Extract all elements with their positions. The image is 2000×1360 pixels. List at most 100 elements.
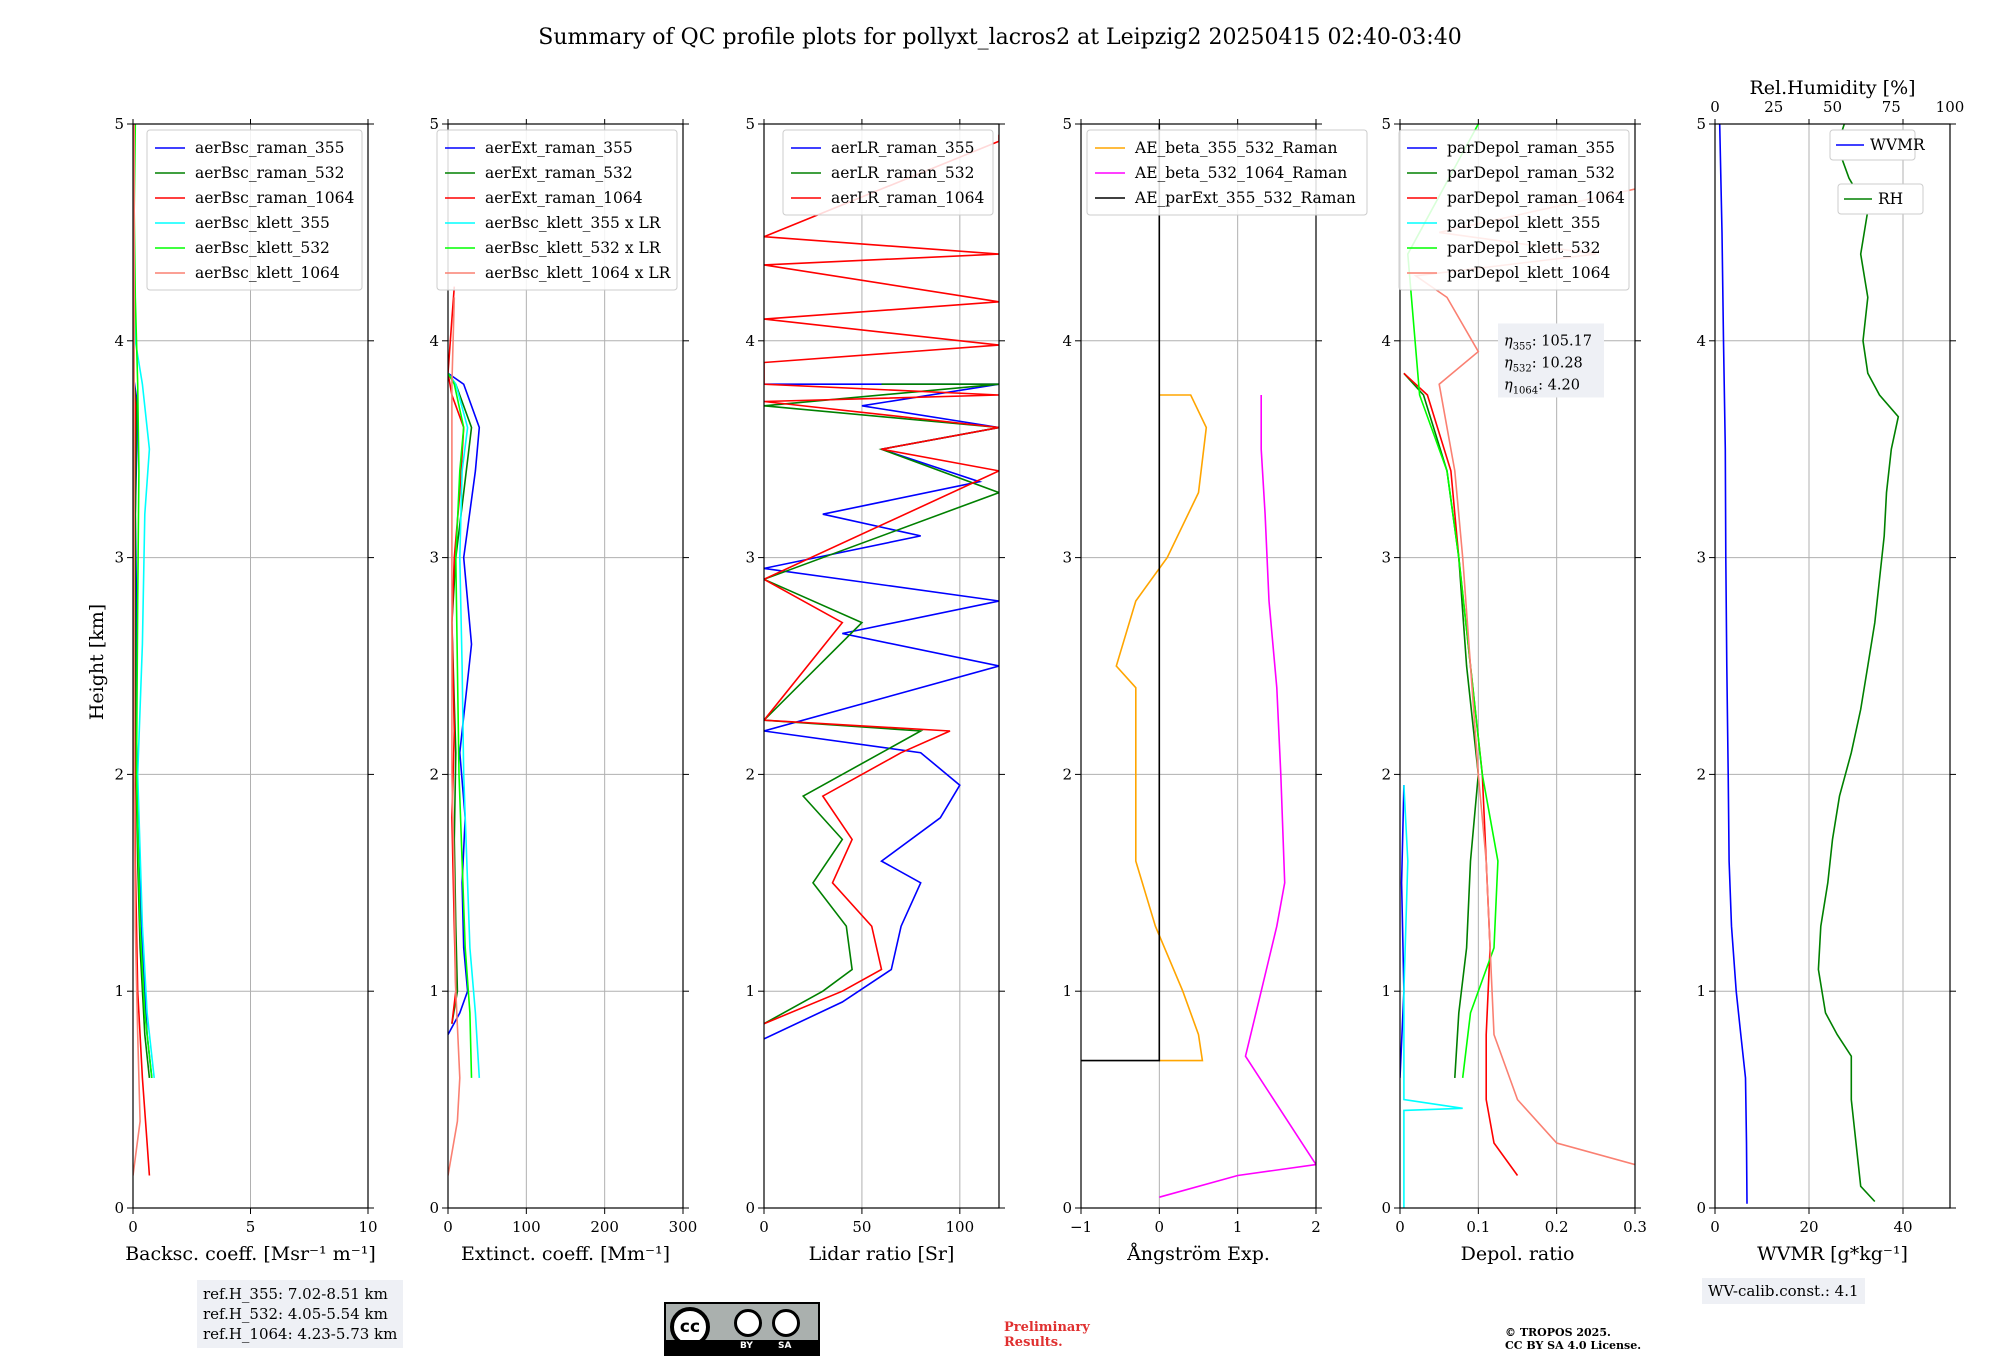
preliminary-line-2: Results. [1004, 1335, 1063, 1350]
depol-annotation-box [1498, 323, 1604, 398]
copyright-note: © TROPOS 2025. CC BY SA 4.0 License. [1505, 1326, 1641, 1352]
legend-label: aerLR_raman_532 [831, 164, 974, 182]
series-line-parDepol_raman_1064 [1403, 372, 1519, 1176]
y-tick-label: 5 [114, 115, 124, 133]
x-axis-label: Lidar ratio [Sr] [809, 1243, 955, 1265]
y-tick-label: 2 [1062, 765, 1072, 783]
legend-box [1086, 129, 1368, 216]
y-tick-label: 0 [745, 1199, 755, 1217]
x-tick-label: 0 [443, 1218, 453, 1236]
x-axis-label: Depol. ratio [1461, 1243, 1575, 1265]
x-tick-label: 0.2 [1545, 1218, 1569, 1236]
y-tick-label: 1 [1062, 982, 1072, 1000]
series-line-aerLR_raman_1064 [764, 134, 999, 1025]
y-tick-label: 1 [745, 982, 755, 1000]
x-tick-label: 10 [358, 1218, 377, 1236]
legend-label: RH [1878, 190, 1903, 208]
series-line-parDepol_raman_532 [1403, 372, 1480, 1078]
series-group [448, 286, 481, 1176]
attribution-icon [734, 1309, 762, 1337]
eta-symbol: η [1504, 333, 1513, 349]
legend-label: aerLR_raman_1064 [831, 189, 984, 207]
series-line-aerBsc_klett_1064 x LR [448, 297, 461, 1176]
eta-symbol: η [1504, 377, 1513, 393]
cc-sa-label: SA [778, 1341, 792, 1351]
panel-depol: 0 0.1 0.2 0.3 0 1 2 3 4 5 Depol. ratio parDepol_ram… [1381, 115, 1646, 1265]
legend-label: aerBsc_raman_532 [195, 164, 345, 182]
x-tick-label: 5 [246, 1218, 256, 1236]
x-tick-label: 0 [1155, 1218, 1165, 1236]
legend-label: AE_beta_355_532_Raman [1134, 139, 1337, 157]
x2-tick-label: 75 [1882, 98, 1901, 116]
y-tick-label: 2 [1696, 765, 1706, 783]
y-tick-label: 2 [429, 765, 439, 783]
x2-axis-label: Rel.Humidity [%] [1749, 77, 1915, 99]
legend-box [1837, 183, 1924, 215]
x-tick-label: 300 [669, 1218, 698, 1236]
legend-label: aerBsc_klett_1064 x LR [485, 264, 672, 282]
cc-by-sa-badge: cc BY SA [664, 1302, 820, 1356]
x-tick-label: 200 [590, 1218, 619, 1236]
x-tick-label: 40 [1893, 1218, 1912, 1236]
series-line-aerLR_raman_532 [764, 383, 999, 1025]
y-tick-label: 3 [114, 549, 124, 567]
panel-ext: 0 100 200 300 0 1 2 3 4 5 Extinct. coeff. [Mm⁻¹] ae… [429, 115, 697, 1265]
legend-label: parDepol_raman_532 [1447, 164, 1615, 182]
legend-label: WVMR [1870, 136, 1926, 154]
legend-label: parDepol_klett_355 [1447, 214, 1600, 232]
legend-box [1829, 129, 1916, 161]
plot-frame [763, 123, 1000, 1209]
legend-label: AE_parExt_355_532_Raman [1134, 189, 1356, 207]
legend-label: AE_beta_532_1064_Raman [1134, 164, 1347, 182]
y-tick-label: 4 [429, 332, 439, 350]
y-tick-label: 0 [114, 1199, 124, 1217]
x-tick-label: 2 [1311, 1218, 1321, 1236]
legend-label: parDepol_raman_355 [1447, 139, 1615, 157]
eta-value: : 4.20 [1538, 377, 1580, 393]
y-tick-label: 2 [1381, 765, 1391, 783]
x2-tick-label: 100 [1936, 98, 1965, 116]
plot-frame [1080, 123, 1317, 1209]
y-tick-label: 4 [745, 332, 755, 350]
y-tick-label: 5 [1062, 115, 1072, 133]
legend-label: aerBsc_klett_1064 [195, 264, 340, 282]
x2-tick-label: 0 [1710, 98, 1720, 116]
eta-symbol: η [1504, 355, 1513, 371]
x-tick-label: 0 [759, 1218, 769, 1236]
y-tick-label: 2 [114, 765, 124, 783]
legend-label: parDepol_klett_1064 [1447, 264, 1610, 282]
y-tick-label: 1 [1696, 982, 1706, 1000]
series-group [1081, 124, 1316, 1198]
figure-title: Summary of QC profile plots for pollyxt_… [538, 25, 1461, 50]
x2-tick-label: 50 [1823, 98, 1842, 116]
series-line-parDepol_klett_355 [1403, 785, 1463, 1208]
series-line-AE_beta_355_532_Raman [1115, 394, 1208, 1062]
y-tick-label: 1 [114, 982, 124, 1000]
series-line-aerBsc_klett_355 [133, 232, 155, 1078]
series-line-RH [1817, 124, 1900, 1203]
legend-box [436, 129, 678, 291]
y-tick-label: 5 [1381, 115, 1391, 133]
y-tick-label: 3 [1062, 549, 1072, 567]
x-tick-label: 0 [1710, 1218, 1720, 1236]
plot-frame [1399, 123, 1636, 1209]
series-line-AE_parExt_355_532_Raman [1081, 124, 1161, 1062]
y-tick-label: 3 [745, 549, 755, 567]
x-tick-label: 0.3 [1623, 1218, 1647, 1236]
series-line-parDepol_raman_355 [1400, 785, 1405, 1078]
y-tick-label: 0 [429, 1199, 439, 1217]
legend-label: aerBsc_raman_1064 [195, 189, 355, 207]
y-tick-label: 0 [1381, 1199, 1391, 1217]
panel-wv: 0 20 40 0 1 2 3 4 5 WVMR [g*kg⁻¹] 0 25 50 75 100 Rel.Hu… [1696, 77, 1964, 1265]
legend-label: aerBsc_klett_355 [195, 214, 330, 232]
y-tick-label: 0 [1062, 1199, 1072, 1217]
y-tick-label: 3 [1696, 549, 1706, 567]
legend-label: parDepol_raman_1064 [1447, 189, 1625, 207]
y-tick-label: 4 [114, 332, 124, 350]
legend-label: aerBsc_raman_355 [195, 139, 345, 157]
legend-label: aerBsc_klett_355 x LR [485, 214, 662, 232]
panel-lr: 0 50 100 0 1 2 3 4 5 Lidar ratio [Sr] aerLR_raman_… [745, 115, 1005, 1265]
